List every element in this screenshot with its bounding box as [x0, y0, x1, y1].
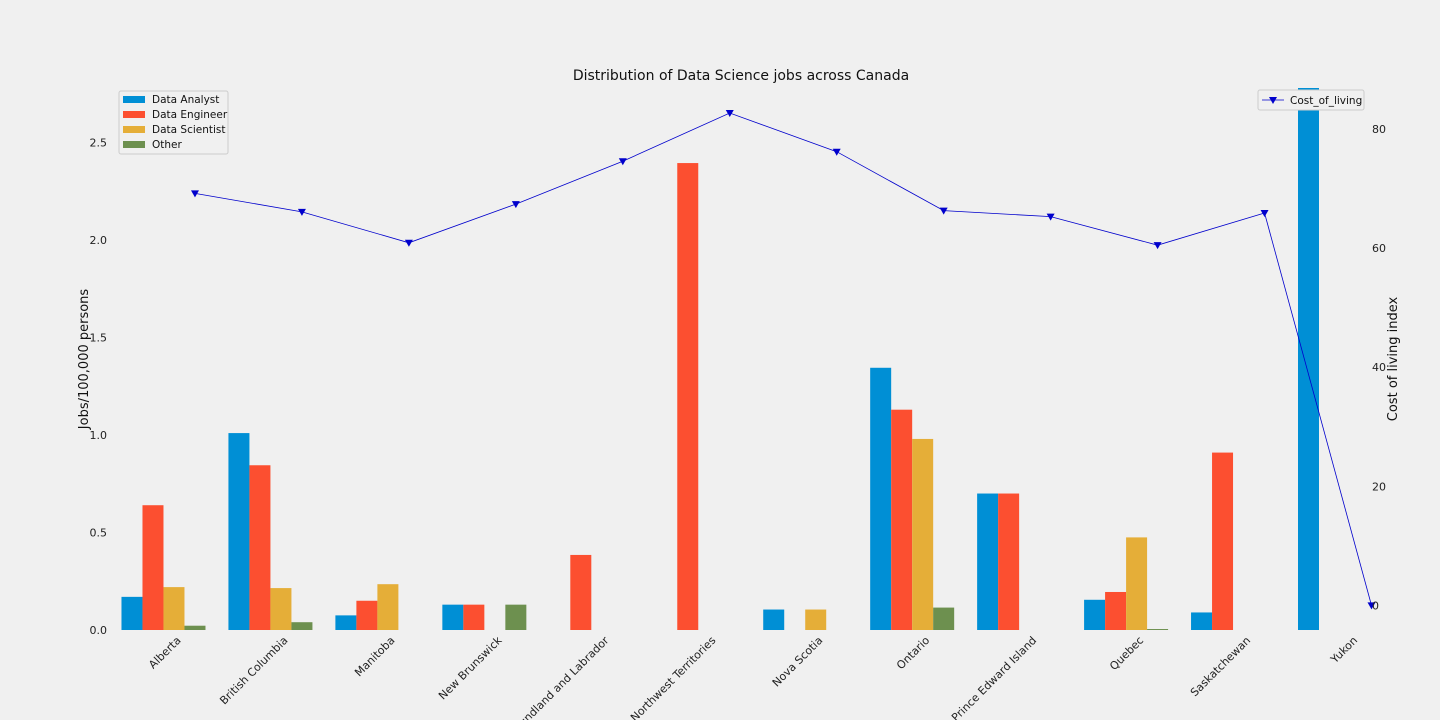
- x-tick-label: Yukon: [1328, 634, 1361, 667]
- legend-swatch: [123, 111, 145, 118]
- bar-data-engineer-0: [142, 505, 164, 630]
- bar-other-3: [505, 604, 527, 630]
- bar-other-0: [184, 625, 206, 630]
- bar-data-engineer-3: [463, 604, 485, 630]
- bar-data-scientist-1: [270, 588, 292, 630]
- cost-of-living-marker-4: [618, 158, 627, 166]
- cost-of-living-marker-8: [1046, 213, 1055, 221]
- x-tick-label: Ontario: [894, 634, 932, 672]
- y2-tick-label: 60: [1372, 242, 1386, 255]
- y2-axis-label: Cost of living index: [1386, 296, 1401, 421]
- bar-data-engineer-4: [570, 554, 592, 630]
- y-tick-label: 0.5: [90, 527, 108, 540]
- cost-of-living-marker-3: [511, 201, 520, 209]
- legend-label: Other: [152, 139, 182, 151]
- bar-data-engineer-10: [1212, 452, 1234, 630]
- bar-other-9: [1147, 629, 1169, 630]
- bar-data-analyst-2: [335, 615, 357, 630]
- bar-data-analyst-0: [121, 596, 143, 630]
- legend-box-line: [1257, 89, 1365, 111]
- x-tick-label: Quebec: [1107, 634, 1146, 673]
- legend-bars: Data Analyst Data Engineer Data Scientist O…: [118, 90, 229, 155]
- cost-of-living-marker-2: [404, 239, 413, 247]
- bar-data-analyst-8: [977, 493, 999, 630]
- y-tick-label: 1.5: [90, 332, 108, 345]
- legend-line-marker: [1269, 97, 1277, 104]
- legend-label: Data Analyst: [152, 94, 219, 106]
- y2-tick-label: 40: [1372, 361, 1386, 374]
- cost-of-living-line: [194, 112, 1372, 606]
- x-tick-label: Prince Edward Island: [949, 634, 1039, 720]
- legend-swatch: [123, 126, 145, 133]
- y-tick-label: 0.0: [90, 624, 108, 637]
- x-tick-label: Alberta: [146, 634, 183, 671]
- y2-tick-label: 20: [1372, 480, 1386, 493]
- cost-of-living-marker-0: [190, 190, 199, 198]
- legend-swatch: [123, 96, 145, 103]
- cost-of-living-marker-10: [1260, 210, 1269, 218]
- bar-data-analyst-6: [763, 609, 785, 630]
- bar-other-7: [933, 607, 955, 630]
- x-tick-label: Nova Scotia: [770, 634, 826, 690]
- x-axis-ticks: Alberta British Columbia Manitoba New Bruns…: [146, 633, 1360, 720]
- legend-label-line: Cost_of_living: [1290, 95, 1362, 107]
- y2-tick-label: 80: [1372, 123, 1386, 136]
- cost-of-living-marker-6: [832, 148, 841, 156]
- y-tick-label: 2.0: [90, 234, 108, 247]
- cost-of-living-marker-11: [1367, 602, 1376, 610]
- bar-data-engineer-2: [356, 600, 378, 630]
- bar-data-engineer-9: [1105, 591, 1127, 630]
- bar-data-analyst-11: [1298, 88, 1319, 630]
- y2-axis-ticks: 0 20 40 60 80: [1372, 123, 1386, 612]
- bar-other-1: [291, 622, 313, 630]
- bar-data-analyst-10: [1191, 612, 1213, 630]
- bar-data-analyst-3: [442, 604, 464, 630]
- legend-box: [118, 90, 229, 155]
- cost-of-living-marker-9: [1153, 242, 1162, 250]
- bar-data-analyst-1: [228, 433, 250, 630]
- bar-data-engineer-5: [677, 163, 699, 630]
- cost-of-living-marker-5: [725, 110, 734, 118]
- x-tick-label: British Columbia: [217, 634, 290, 707]
- legend-label: Data Engineer: [152, 109, 228, 121]
- bar-data-analyst-9: [1084, 599, 1106, 630]
- cost-of-living-marker-1: [297, 208, 306, 216]
- y-axis-label: Jobs/100,000 persons: [77, 289, 92, 431]
- bar-data-scientist-2: [377, 584, 399, 630]
- line-layer: [190, 110, 1376, 610]
- legend-line: Cost_of_living: [1257, 89, 1365, 111]
- y-tick-label: 1.0: [90, 429, 108, 442]
- bars-layer: [121, 88, 1319, 630]
- bar-data-engineer-7: [891, 409, 913, 630]
- bar-data-analyst-7: [870, 367, 892, 630]
- legend-label: Data Scientist: [152, 124, 226, 136]
- legend-swatch: [123, 141, 145, 148]
- y-tick-label: 2.5: [90, 137, 108, 150]
- bar-data-scientist-0: [163, 587, 185, 630]
- chart-title: Distribution of Data Science jobs across…: [573, 68, 909, 84]
- bar-data-scientist-6: [805, 609, 827, 630]
- bar-data-scientist-9: [1126, 537, 1148, 630]
- cost-of-living-marker-7: [939, 207, 948, 215]
- y-axis-ticks: 0.0 0.5 1.0 1.5 2.0 2.5: [90, 137, 108, 637]
- bar-data-scientist-7: [912, 438, 934, 630]
- x-tick-label: Newfoundland and Labrador: [492, 634, 612, 720]
- x-tick-label: Manitoba: [352, 634, 397, 679]
- y2-tick-label: 0: [1372, 599, 1379, 612]
- x-tick-label: Saskatchewan: [1188, 634, 1253, 699]
- bar-data-engineer-1: [249, 465, 271, 630]
- x-tick-label: New Brunswick: [436, 633, 505, 702]
- x-tick-label: Northwest Territories: [628, 634, 718, 720]
- bar-data-engineer-8: [998, 493, 1020, 630]
